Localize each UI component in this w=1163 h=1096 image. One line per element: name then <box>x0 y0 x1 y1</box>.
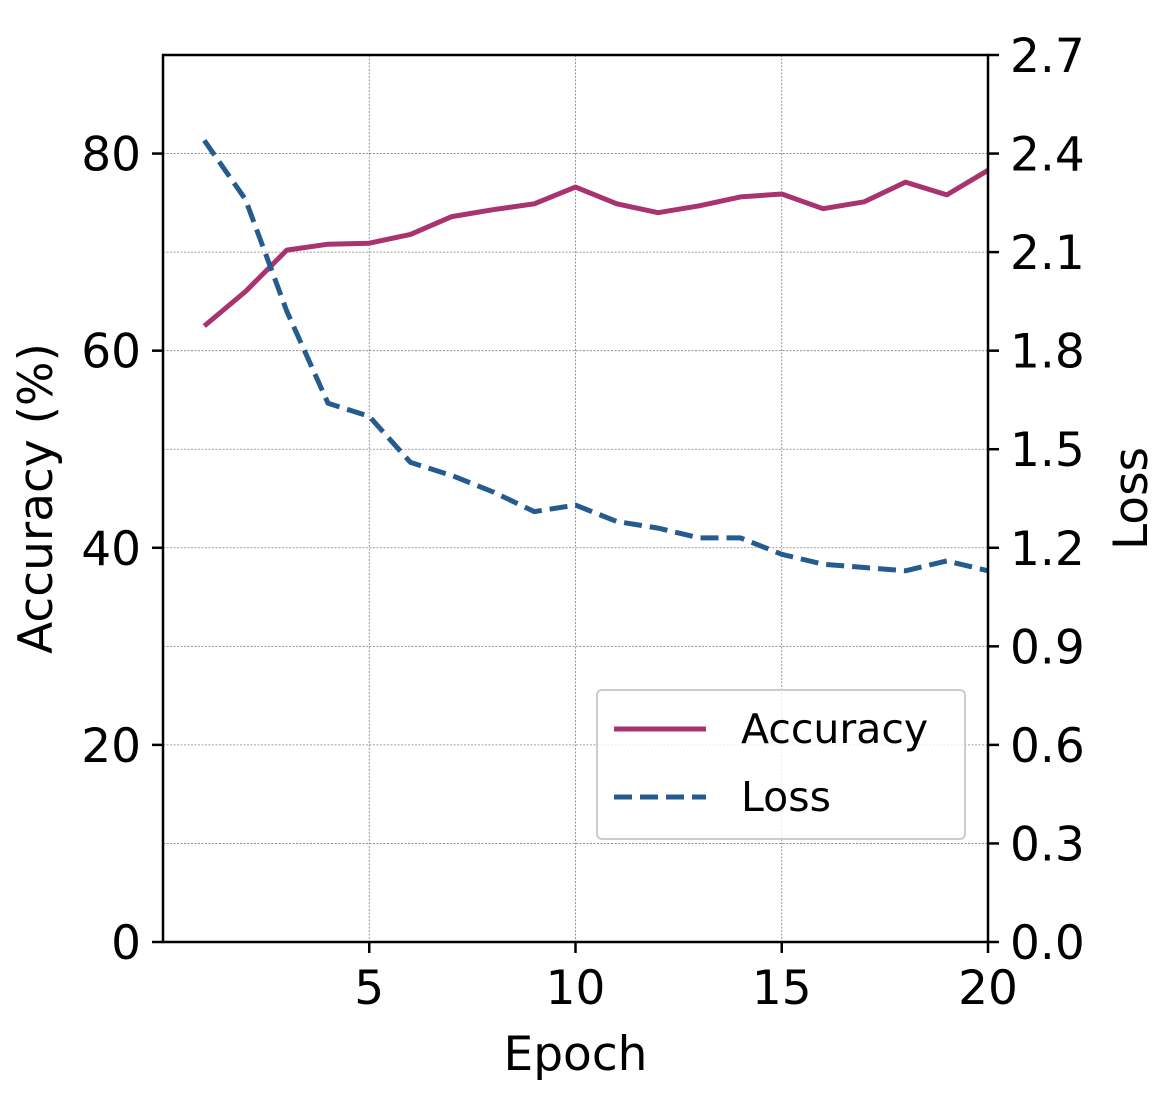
x-tick-label: 20 <box>958 961 1018 1016</box>
y-right-tick-label: 0.9 <box>1010 620 1085 675</box>
y-right-tick-label: 2.4 <box>1010 128 1085 183</box>
legend-label-accuracy: Accuracy <box>741 705 928 753</box>
y-tick-label: 80 <box>81 128 141 183</box>
y-right-tick-label: 1.2 <box>1010 522 1085 577</box>
y-right-tick-label: 1.5 <box>1010 423 1085 478</box>
legend: Accuracy Loss <box>596 689 966 840</box>
series-layer <box>202 138 990 574</box>
x-axis-title: Epoch <box>504 1027 648 1082</box>
x-tick-label: 15 <box>752 961 812 1016</box>
y-right-tick-label: 0.0 <box>1010 916 1085 971</box>
y-tick-label: 20 <box>81 719 141 774</box>
ticks: 5 10 15 20 0 20 40 60 80 0.0 0.3 0.6 0.9 1.2 1.5 1.8 2.1… <box>81 29 1085 1016</box>
series-line-loss <box>202 138 989 574</box>
y-right-tick-label: 2.1 <box>1010 226 1085 281</box>
y-right-tick-label: 0.3 <box>1010 817 1085 872</box>
y-right-axis-title: Loss <box>1104 447 1159 550</box>
axis-labels: Epoch Accuracy (%) Loss <box>9 343 1159 1082</box>
y-tick-label: 60 <box>81 325 141 380</box>
y-right-tick-label: 0.6 <box>1010 719 1085 774</box>
y-axis-title: Accuracy (%) <box>9 343 64 654</box>
y-tick-label: 0 <box>111 916 141 971</box>
legend-label-loss: Loss <box>741 773 831 821</box>
y-right-tick-label: 1.8 <box>1010 325 1085 380</box>
y-right-tick-label: 2.7 <box>1010 29 1085 84</box>
y-tick-label: 40 <box>81 522 141 577</box>
series-line-accuracy <box>202 168 990 328</box>
x-tick-label: 10 <box>546 961 606 1016</box>
x-tick-label: 5 <box>354 961 384 1016</box>
